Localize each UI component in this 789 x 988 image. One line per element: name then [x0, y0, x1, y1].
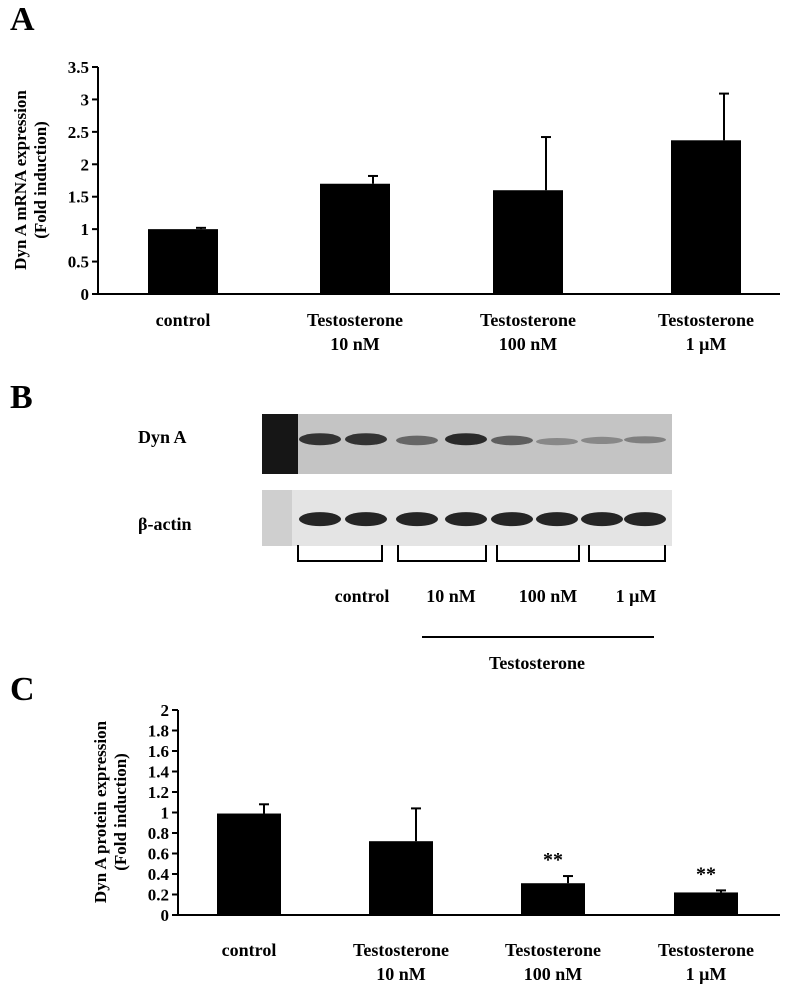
- blot-treatment-label: Testosterone: [489, 653, 585, 673]
- category-label: 100 nM: [499, 334, 558, 354]
- category-label: control: [156, 310, 211, 330]
- blot-band: [581, 512, 623, 527]
- y-tick-label: 0: [161, 906, 170, 925]
- blot-marker-lane: [262, 414, 298, 474]
- bar: [148, 229, 218, 294]
- category-label: 10 nM: [376, 964, 426, 984]
- group-bracket: [588, 545, 666, 562]
- blot-band: [299, 512, 341, 527]
- y-tick-label: 2: [81, 155, 90, 174]
- y-axis-label-line: (Fold induction): [31, 121, 50, 239]
- y-tick-label: 0.4: [148, 865, 170, 884]
- y-tick-label: 0.6: [148, 845, 169, 864]
- category-label: Testosterone: [480, 310, 576, 330]
- blot-band: [345, 512, 387, 527]
- y-tick-label: 0.2: [148, 886, 169, 905]
- bar: [493, 190, 563, 294]
- blot-strip-dyn-a: [262, 414, 672, 474]
- blot-row-label-dyn-a: Dyn A: [138, 427, 187, 447]
- chart-c: 00.2 0.40.6 0.81 1.21.4 1.61.8 2 Dyn A protein…: [91, 701, 780, 984]
- category-label: Testosterone: [658, 940, 754, 960]
- blot-band: [445, 512, 487, 527]
- group-bracket: [397, 545, 487, 562]
- group-bracket: [496, 545, 580, 562]
- panel-letter-b: B: [10, 379, 33, 416]
- blot-band: [396, 435, 438, 446]
- y-tick-label: 1: [81, 220, 90, 239]
- category-label: 100 nM: [524, 964, 583, 984]
- y-tick-label: 0: [81, 285, 90, 304]
- significance-mark: **: [696, 863, 716, 885]
- blot-group-label: 10 nM: [426, 586, 476, 606]
- panel-letter-a: A: [10, 1, 35, 38]
- category-label: Testosterone: [658, 310, 754, 330]
- panel-letter-c: C: [10, 671, 35, 708]
- y-axis-label: Dyn A protein expression (Fold induction): [91, 720, 130, 903]
- y-tick-label: 1.5: [68, 188, 89, 207]
- category-label: Testosterone: [307, 310, 403, 330]
- bar: [217, 813, 281, 915]
- blot-group-label: control: [335, 586, 390, 606]
- y-tick-label: 0.8: [148, 824, 169, 843]
- category-label: control: [222, 940, 277, 960]
- category-label: 1 μM: [686, 334, 727, 354]
- y-axis-label-line: (Fold induction): [111, 753, 130, 871]
- blot-band: [345, 433, 387, 446]
- category-label: 1 μM: [686, 964, 727, 984]
- y-tick-label: 2: [161, 701, 170, 720]
- blot-group-labels: control 10 nM 100 nM 1 μM: [335, 586, 657, 606]
- category-label: 10 nM: [330, 334, 380, 354]
- significance-mark: **: [543, 849, 563, 871]
- y-tick-label: 1: [161, 804, 170, 823]
- blot-marker-lane: [262, 490, 292, 546]
- y-axis-label-line: Dyn A mRNA expression: [11, 90, 30, 270]
- blot-row-label-beta-actin: β-actin: [138, 514, 191, 534]
- category-label: Testosterone: [505, 940, 601, 960]
- bar: [320, 183, 390, 294]
- category-label: Testosterone: [353, 940, 449, 960]
- bar: [521, 883, 585, 915]
- blot-band: [624, 512, 666, 527]
- bar: [671, 140, 741, 294]
- blot-band: [536, 512, 578, 527]
- chart-a: 0 0.5 1 1.5 2 2.5 3 3.5 Dyn A mRNA expression (Fo…: [11, 58, 780, 354]
- bar: [369, 841, 433, 915]
- blot-band: [299, 433, 341, 446]
- blot-band: [396, 512, 438, 527]
- blot-group-label: 100 nM: [519, 586, 578, 606]
- blot-strip-beta-actin: [262, 490, 672, 546]
- y-tick-label: 2.5: [68, 123, 89, 142]
- blot-band: [445, 433, 487, 446]
- blot-band: [491, 435, 533, 446]
- y-tick-label: 3: [81, 90, 90, 109]
- blot-band: [624, 436, 666, 444]
- blot-group-brackets: [297, 545, 666, 562]
- blot-band: [491, 512, 533, 527]
- western-blot: Dyn A β-actin control 10 nM 100 nM 1 μM Tes…: [138, 414, 672, 673]
- bar: [674, 892, 738, 915]
- y-tick-label: 0.5: [68, 253, 89, 272]
- blot-band: [536, 438, 578, 446]
- y-tick-label: 1.8: [148, 722, 169, 741]
- y-axis-label: Dyn A mRNA expression (Fold induction): [11, 90, 50, 270]
- blot-group-label: 1 μM: [616, 586, 657, 606]
- y-tick-label: 3.5: [68, 58, 89, 77]
- y-tick-label: 1.4: [148, 763, 170, 782]
- y-tick-label: 1.6: [148, 742, 169, 761]
- y-tick-label: 1.2: [148, 783, 169, 802]
- group-bracket: [297, 545, 383, 562]
- y-axis-label-line: Dyn A protein expression: [91, 720, 110, 903]
- blot-band: [581, 436, 623, 444]
